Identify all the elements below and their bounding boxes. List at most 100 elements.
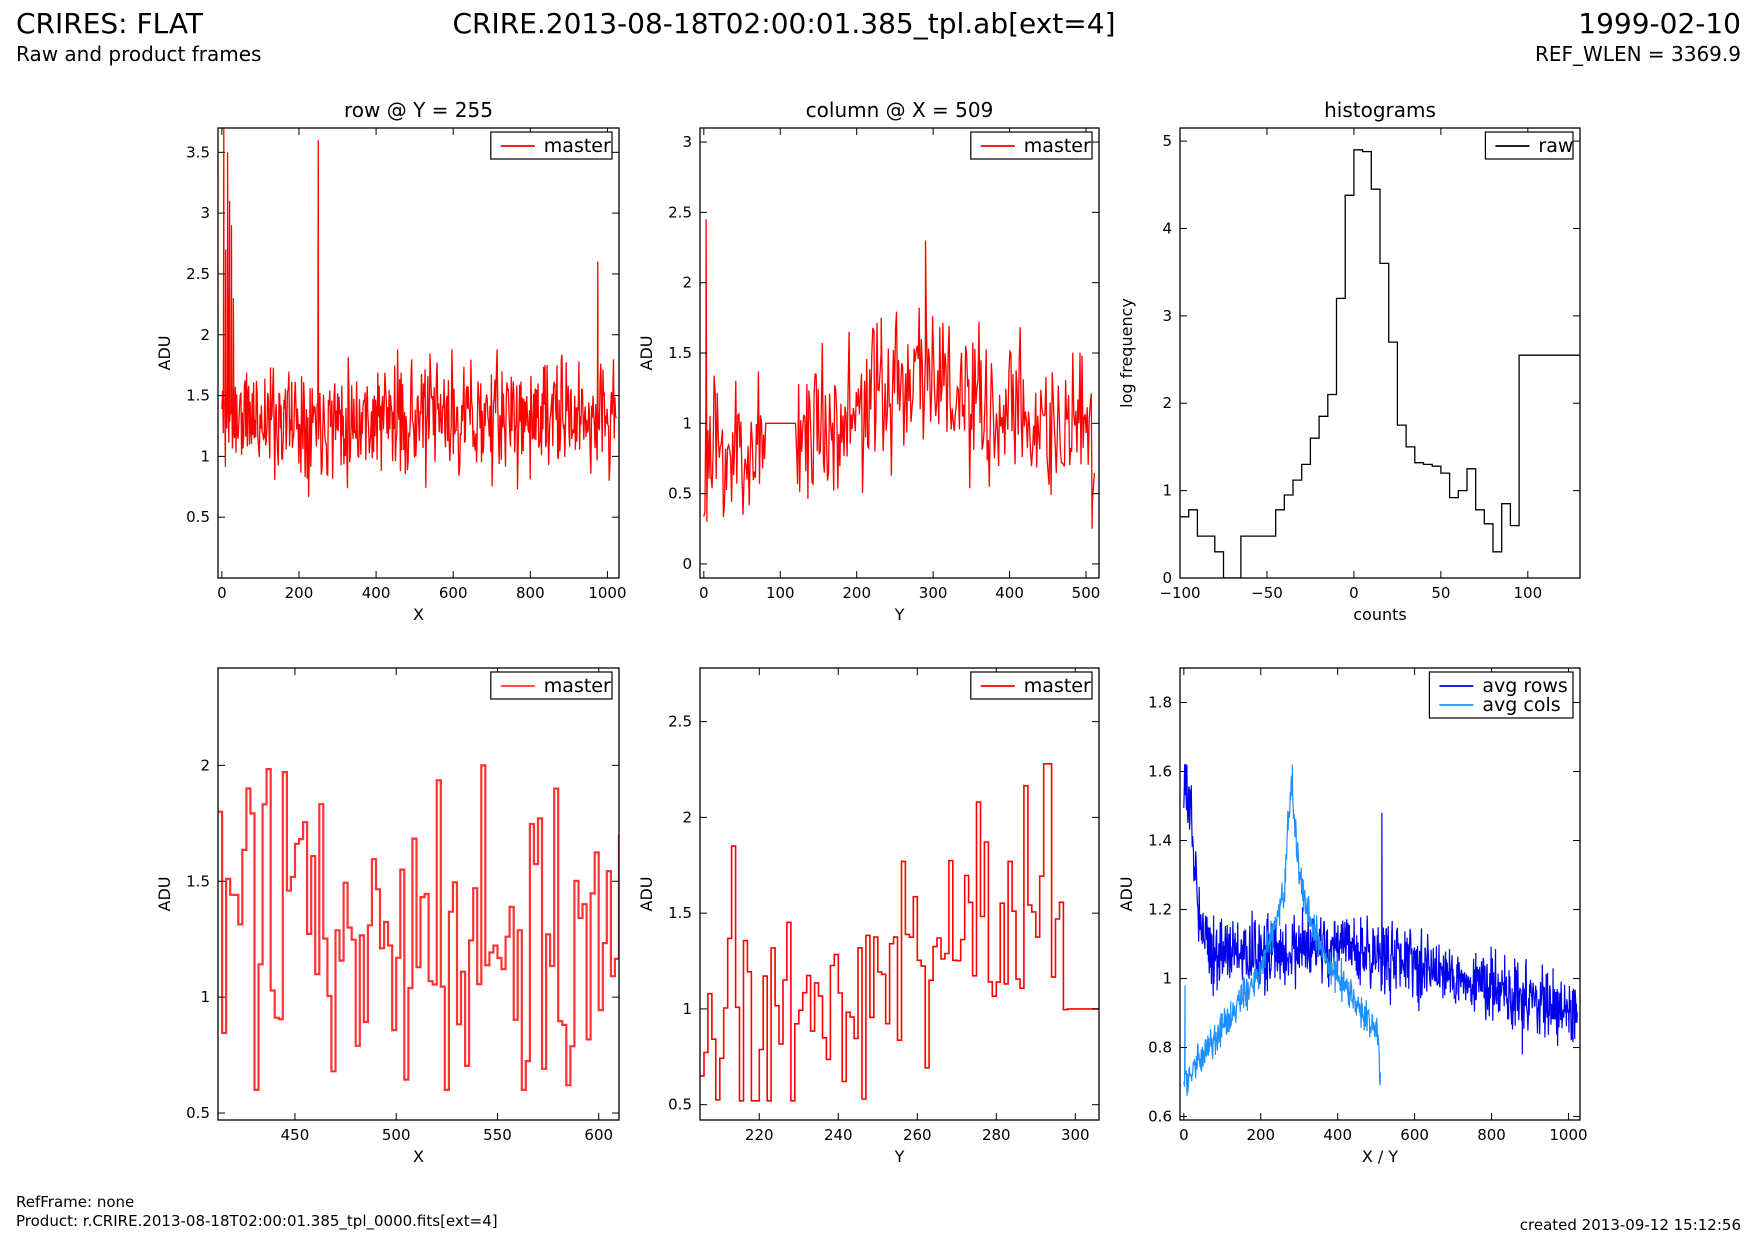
x-tick-label: 200 xyxy=(1246,1126,1275,1144)
plot-panel-3: −100 −50 0 50 100 0 1 2 3 4 5 counts log frequency hi… xyxy=(1117,98,1581,624)
x-tick-label: 400 xyxy=(362,584,391,602)
y-tick-label: 1 xyxy=(682,1000,692,1018)
plot-panel-6: 0 200 400 600 800 1000 0.6 0.8 1 1.2 1.4 1.6 1.8 X / … xyxy=(1117,667,1588,1166)
plot-panel-4: 450 500 550 600 0.5 1 1.5 2 X ADU master xyxy=(155,667,620,1166)
y-tick-label: 1 xyxy=(1162,482,1172,500)
x-axis-label: X xyxy=(413,605,424,624)
plot-area xyxy=(1183,764,1578,1096)
x-tick-label: 550 xyxy=(483,1126,512,1144)
header-title-left: CRIRES: FLAT xyxy=(16,7,203,40)
y-tick-label: 2 xyxy=(200,326,210,344)
plot-area xyxy=(218,764,619,1091)
y-tick-label: 2 xyxy=(682,808,692,826)
plot-title: histograms xyxy=(1324,98,1436,122)
y-tick-label: 3 xyxy=(1162,307,1172,325)
plot-area xyxy=(700,763,1099,1102)
x-tick-label: 100 xyxy=(766,584,795,602)
y-tick-label: 1.5 xyxy=(186,872,210,890)
plot-panel-2: 0 100 200 300 400 500 0 0.5 1 1.5 2 2.5 3 Y ADU column … xyxy=(637,98,1100,624)
x-tick-label: 0 xyxy=(217,584,227,602)
y-tick-label: 1.5 xyxy=(186,387,210,405)
x-tick-label: 200 xyxy=(842,584,871,602)
y-tick-label: 0.8 xyxy=(1148,1039,1172,1057)
x-tick-label: 0 xyxy=(1179,1126,1189,1144)
y-tick-label: 2.5 xyxy=(186,265,210,283)
footer-refframe: RefFrame: none xyxy=(16,1193,135,1211)
x-tick-label: 0 xyxy=(1349,584,1359,602)
series-line-avg-cols xyxy=(1183,764,1381,1096)
y-tick-label: 1.4 xyxy=(1148,832,1172,850)
y-tick-label: 2 xyxy=(1162,394,1172,412)
legend: master xyxy=(970,131,1093,160)
legend: raw xyxy=(1484,131,1574,160)
y-tick-label: 1.5 xyxy=(668,904,692,922)
y-tick-label: 0.6 xyxy=(1148,1108,1172,1126)
y-tick-label: 0.5 xyxy=(186,1104,210,1122)
x-axis-label: counts xyxy=(1353,605,1406,624)
y-tick-label: 0.5 xyxy=(668,485,692,503)
plot-frame xyxy=(1179,127,1581,579)
series-line-avg-rows xyxy=(1183,764,1578,1055)
y-axis-label: ADU xyxy=(155,336,174,371)
x-axis-label: Y xyxy=(894,605,905,624)
y-tick-label: 0 xyxy=(682,555,692,573)
y-tick-label: 2.5 xyxy=(668,203,692,221)
x-tick-label: 50 xyxy=(1431,584,1450,602)
x-tick-label: 600 xyxy=(439,584,468,602)
y-axis-label: log frequency xyxy=(1117,298,1136,408)
x-tick-label: 100 xyxy=(1514,584,1543,602)
legend: master xyxy=(970,671,1093,700)
plot-area xyxy=(1180,149,1580,578)
header-title-center: CRIRE.2013-08-18T02:00:01.385_tpl.ab[ext… xyxy=(452,7,1116,40)
y-tick-label: 3.5 xyxy=(186,143,210,161)
x-tick-label: 600 xyxy=(1400,1126,1429,1144)
x-axis-label: Y xyxy=(894,1147,905,1166)
x-tick-label: 300 xyxy=(1061,1126,1090,1144)
plot-frame xyxy=(217,127,620,579)
y-tick-label: 1.5 xyxy=(668,344,692,362)
x-tick-label: 800 xyxy=(1477,1126,1506,1144)
x-tick-label: 280 xyxy=(982,1126,1011,1144)
y-tick-label: 0.5 xyxy=(668,1096,692,1114)
y-tick-label: 0 xyxy=(1162,569,1172,587)
x-axis-label: X / Y xyxy=(1362,1147,1399,1166)
x-tick-label: 220 xyxy=(745,1126,774,1144)
x-tick-label: 260 xyxy=(903,1126,932,1144)
footer-product: Product: r.CRIRE.2013-08-18T02:00:01.385… xyxy=(16,1212,498,1230)
legend-label: raw xyxy=(1538,135,1573,157)
x-axis-label: X xyxy=(413,1147,424,1166)
y-tick-label: 1.6 xyxy=(1148,763,1172,781)
series-line-master xyxy=(703,219,1096,529)
y-tick-label: 1 xyxy=(682,414,692,432)
plot-title: column @ X = 509 xyxy=(806,98,994,122)
y-tick-label: 1 xyxy=(200,988,210,1006)
series-line-master xyxy=(221,128,617,497)
x-tick-label: 1000 xyxy=(588,584,626,602)
y-axis-label: ADU xyxy=(637,877,656,912)
y-axis-label: ADU xyxy=(1117,877,1136,912)
plot-area xyxy=(703,219,1096,529)
header-title-right: 1999-02-10 xyxy=(1578,7,1741,40)
x-tick-label: 500 xyxy=(1072,584,1101,602)
plot-frame xyxy=(1179,667,1581,1121)
y-tick-label: 3 xyxy=(682,133,692,151)
x-tick-label: −100 xyxy=(1159,584,1200,602)
x-tick-label: 0 xyxy=(699,584,709,602)
y-tick-label: 1.8 xyxy=(1148,694,1172,712)
plot-panel-1: 0 200 400 600 800 1000 0.5 1 1.5 2 2.5 3 3.5 X ADU row … xyxy=(155,98,627,624)
series-line-master xyxy=(218,764,619,1091)
x-tick-label: 400 xyxy=(1323,1126,1352,1144)
series-line-raw xyxy=(1180,149,1580,578)
y-tick-label: 3 xyxy=(200,204,210,222)
legend-box xyxy=(1428,671,1574,719)
y-tick-label: 5 xyxy=(1162,132,1172,150)
y-tick-label: 1 xyxy=(200,447,210,465)
plot-area xyxy=(221,128,617,497)
y-tick-label: 4 xyxy=(1162,219,1172,237)
x-tick-label: 240 xyxy=(824,1126,853,1144)
plot-frame xyxy=(217,667,620,1121)
plot-title: row @ Y = 255 xyxy=(344,98,493,122)
x-tick-label: 300 xyxy=(919,584,948,602)
plot-panel-5: 220 240 260 280 300 0.5 1 1.5 2 2.5 Y ADU master xyxy=(637,667,1100,1166)
